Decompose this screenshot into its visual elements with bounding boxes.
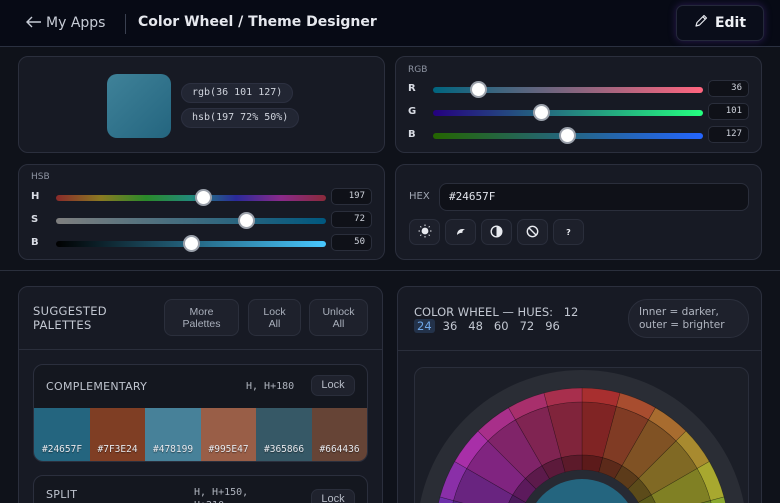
palette-card-split-complementary: SPLIT COMPLEMENTARY H, H+150, H+210 Lock <box>33 475 368 503</box>
palette-rule: H, H+180 <box>246 381 295 392</box>
brightness-value-input[interactable]: 50 <box>331 234 372 251</box>
unlock-all-button[interactable]: Unlock All <box>309 299 368 336</box>
palette-swatch[interactable]: #7F3E24 <box>89 408 145 461</box>
hue-option-60[interactable]: 60 <box>493 319 509 333</box>
suggested-palettes-title: SUGGESTED PALETTES <box>33 304 107 332</box>
edit-button[interactable]: Edit <box>676 5 764 41</box>
no-color-icon <box>526 223 539 242</box>
color-wheel-panel: COLOR WHEEL — HUES: 12 24 36 48 60 72 96 Inne… <box>397 286 762 503</box>
r-value-input[interactable]: 36 <box>708 80 749 97</box>
contrast-button[interactable] <box>481 219 512 245</box>
h-value-input[interactable]: 197 <box>331 188 372 205</box>
color-wheel-svg[interactable] <box>415 368 749 503</box>
hue-option-72[interactable]: 72 <box>519 319 535 333</box>
hsb-section-label: HSB <box>31 172 50 182</box>
lock-palette-button[interactable]: Lock <box>311 375 355 396</box>
channel-label: S <box>31 214 39 225</box>
edit-label: Edit <box>714 15 747 31</box>
palette-swatch[interactable]: #664436 <box>311 408 367 461</box>
channel-label: R <box>408 83 416 94</box>
hue-option-36[interactable]: 36 <box>442 319 458 333</box>
pencil-icon <box>694 14 708 32</box>
h-slider-thumb[interactable] <box>195 189 213 206</box>
hex-input[interactable]: #24657F <box>439 183 749 211</box>
hue-option-96[interactable]: 96 <box>545 319 560 333</box>
hue-option-48[interactable]: 48 <box>468 319 483 333</box>
palette-name: SPLIT COMPLEMENTARY <box>46 488 147 503</box>
g-slider-track[interactable] <box>433 104 703 121</box>
rgb-section-label: RGB <box>408 65 428 75</box>
b-slider-thumb[interactable] <box>558 127 576 144</box>
random-icon: ? <box>566 227 571 237</box>
color-wheel-canvas[interactable] <box>414 367 749 503</box>
rgb-value-chip[interactable]: rgb(36 101 127) <box>181 83 294 103</box>
palette-swatch[interactable]: #995E47 <box>200 408 256 461</box>
hsb-value-chip[interactable]: hsb(197 72% 50%) <box>181 108 300 128</box>
palette-name: COMPLEMENTARY <box>46 380 148 393</box>
rgb-panel: RGB R 36 G 101 B 127 <box>395 56 762 153</box>
no-color-button[interactable] <box>517 219 548 245</box>
panel-divider <box>19 349 382 350</box>
channel-label: H <box>31 191 40 202</box>
lock-palette-button[interactable]: Lock <box>311 489 355 503</box>
random-button[interactable]: ? <box>553 219 584 245</box>
color-wheel-header: COLOR WHEEL — HUES: 12 24 36 48 60 72 96 <box>414 305 586 333</box>
s-slider-track[interactable] <box>56 212 326 229</box>
hue-option-24[interactable]: 24 <box>414 319 435 333</box>
palette-swatch[interactable]: #365866 <box>256 408 312 461</box>
color-preview-panel: rgb(36 101 127) hsb(197 72% 50%) <box>18 56 385 153</box>
panel-divider <box>398 350 761 351</box>
channel-label: B <box>31 237 39 248</box>
channel-label: G <box>408 106 417 117</box>
arrow-left-icon <box>26 14 42 32</box>
channel-label: B <box>408 129 416 140</box>
contrast-icon <box>490 223 503 242</box>
moon-button[interactable] <box>445 219 476 245</box>
color-wheel-title: COLOR WHEEL — HUES: <box>414 305 554 319</box>
hsb-panel: HSB H 197 S 72 B 50 <box>18 164 385 260</box>
brightness-icon <box>418 223 432 242</box>
slider-h: H 197 <box>31 188 385 208</box>
back-label: My Apps <box>46 15 106 31</box>
slider-r: R 36 <box>408 80 762 100</box>
g-slider-thumb[interactable] <box>533 104 550 121</box>
b-value-input[interactable]: 127 <box>708 126 749 143</box>
header-divider <box>125 14 126 34</box>
hue-option-12[interactable]: 12 <box>563 305 579 319</box>
current-color-swatch <box>107 74 171 138</box>
lock-all-button[interactable]: Lock All <box>248 299 301 336</box>
brightness-slider-track[interactable] <box>56 235 326 252</box>
section-divider <box>0 270 780 271</box>
brightness-slider-thumb[interactable] <box>183 235 200 252</box>
suggested-palettes-panel: SUGGESTED PALETTES More Palettes Lock All … <box>18 286 383 503</box>
r-slider-track[interactable] <box>433 81 703 98</box>
slider-b: B 127 <box>408 126 762 146</box>
r-slider-thumb[interactable] <box>469 81 487 98</box>
slider-b-brightness: B 50 <box>31 234 385 254</box>
moon-icon <box>455 223 467 242</box>
more-palettes-button[interactable]: More Palettes <box>164 299 239 336</box>
top-bar: My Apps Color Wheel / Theme Designer Edi… <box>0 0 780 47</box>
h-slider-track[interactable] <box>56 189 326 206</box>
palette-rule: H, H+150, H+210 <box>194 487 249 503</box>
b-slider-track[interactable] <box>433 127 703 144</box>
palette-swatch[interactable]: #478199 <box>145 408 201 461</box>
hex-panel: HEX #24657F ? <box>395 164 762 260</box>
s-value-input[interactable]: 72 <box>331 211 372 228</box>
palette-swatches: #24657F #7F3E24 #478199 #995E47 #365866 … <box>34 408 367 461</box>
slider-s: S 72 <box>31 211 385 231</box>
brightness-button[interactable] <box>409 219 440 245</box>
s-slider-thumb[interactable] <box>238 212 256 229</box>
palette-card-complementary: COMPLEMENTARY H, H+180 Lock #24657F #7F3… <box>33 364 368 462</box>
back-to-my-apps-link[interactable]: My Apps <box>26 14 105 32</box>
g-value-input[interactable]: 101 <box>708 103 749 120</box>
palette-swatch[interactable]: #24657F <box>34 408 90 461</box>
color-wheel-hint: Inner = darker, outer = brighter <box>628 299 749 338</box>
hex-label: HEX <box>409 191 430 202</box>
page-title: Color Wheel / Theme Designer <box>138 14 377 30</box>
slider-g: G 101 <box>408 103 762 123</box>
